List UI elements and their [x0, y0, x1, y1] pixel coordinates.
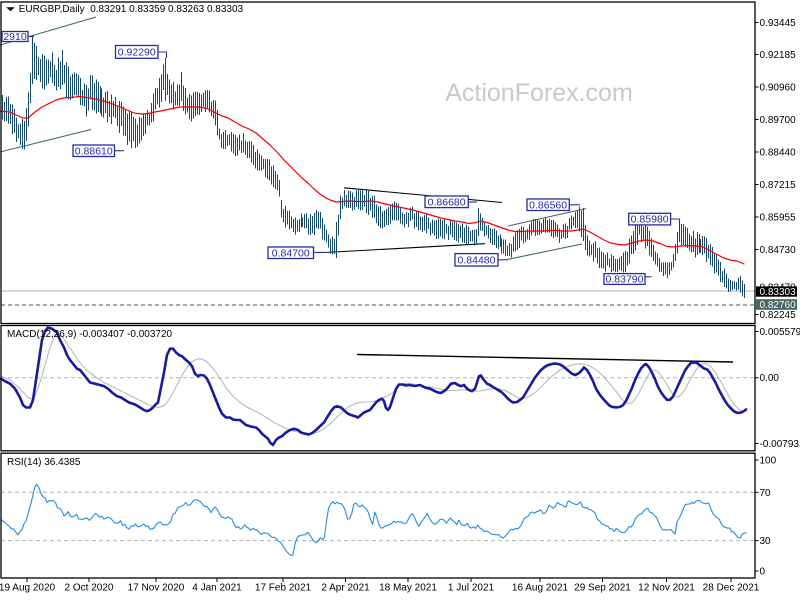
svg-text:0.85980: 0.85980: [631, 214, 669, 226]
svg-text:ActionForex.com: ActionForex.com: [445, 79, 633, 107]
svg-text:0.89700: 0.89700: [760, 115, 797, 126]
svg-text:0.82760: 0.82760: [760, 300, 797, 311]
svg-text:12 Nov 2021: 12 Nov 2021: [638, 583, 695, 594]
svg-text:0.00: 0.00: [760, 373, 780, 384]
svg-text:70: 70: [760, 488, 772, 499]
svg-text:0.005579: 0.005579: [760, 327, 800, 338]
svg-text:0.87215: 0.87215: [760, 180, 797, 191]
svg-text:17 Nov 2020: 17 Nov 2020: [128, 583, 185, 594]
svg-text:0.90960: 0.90960: [760, 83, 797, 94]
svg-text:0.83303: 0.83303: [760, 287, 797, 298]
svg-text:EURGBP,Daily 0.83291 0.83359: EURGBP,Daily 0.83291 0.83359 0.83263 0.8…: [19, 4, 244, 15]
svg-text:0.84730: 0.84730: [760, 245, 797, 256]
svg-text:0.88440: 0.88440: [760, 148, 797, 159]
svg-text:100: 100: [760, 456, 777, 467]
svg-text:0.93445: 0.93445: [760, 18, 797, 29]
svg-text:28 Dec 2021: 28 Dec 2021: [703, 583, 760, 594]
svg-text:2 Oct 2020: 2 Oct 2020: [65, 583, 114, 594]
svg-text:0.88610: 0.88610: [75, 145, 113, 157]
svg-text:0.82245: 0.82245: [760, 310, 797, 321]
svg-text:17 Feb 2021: 17 Feb 2021: [255, 583, 312, 594]
svg-text:2 Apr 2021: 2 Apr 2021: [321, 583, 370, 594]
svg-text:0: 0: [760, 567, 766, 578]
svg-text:MACD(12,26,9) -0.003407 -0.003: MACD(12,26,9) -0.003407 -0.003720: [7, 329, 173, 340]
svg-text:0.84700: 0.84700: [272, 247, 310, 259]
svg-text:4 Jan 2021: 4 Jan 2021: [192, 583, 242, 594]
svg-text:19 Aug 2020: 19 Aug 2020: [0, 583, 56, 594]
svg-text:0.92290: 0.92290: [118, 47, 156, 59]
svg-text:0.84480: 0.84480: [458, 254, 496, 266]
svg-text:0.85955: 0.85955: [760, 213, 797, 224]
svg-text:1 Jul 2021: 1 Jul 2021: [448, 583, 495, 594]
svg-text:29 Sep 2021: 29 Sep 2021: [574, 583, 631, 594]
svg-text:0.92185: 0.92185: [760, 50, 797, 61]
svg-text:RSI(14) 36.4385: RSI(14) 36.4385: [7, 457, 81, 468]
svg-text:18 May 2021: 18 May 2021: [379, 583, 437, 594]
svg-text:0.86680: 0.86680: [428, 196, 466, 208]
svg-text:30: 30: [760, 536, 772, 547]
svg-text:0.83790: 0.83790: [606, 274, 644, 286]
svg-text:2910: 2910: [3, 31, 27, 43]
svg-text:16 Aug 2021: 16 Aug 2021: [512, 583, 569, 594]
svg-text:0.86560: 0.86560: [529, 199, 567, 211]
